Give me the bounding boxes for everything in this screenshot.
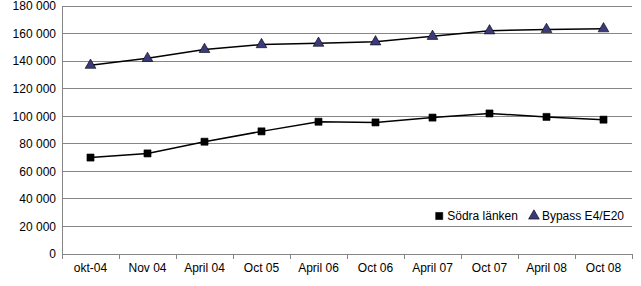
x-separator bbox=[290, 254, 291, 259]
x-tick: Oct 07 bbox=[472, 254, 508, 275]
x-separator bbox=[461, 254, 462, 259]
x-separator bbox=[233, 254, 234, 259]
x-tick: Oct 06 bbox=[358, 254, 394, 275]
series bbox=[87, 110, 607, 161]
series-marker bbox=[598, 23, 609, 32]
legend-label: Södra länken bbox=[447, 209, 518, 223]
x-separator bbox=[119, 254, 120, 259]
grid-line bbox=[62, 6, 632, 7]
series-marker bbox=[315, 118, 322, 125]
series-line bbox=[91, 113, 604, 157]
y-tick: 60 000 bbox=[19, 165, 62, 179]
y-tick: 80 000 bbox=[19, 137, 62, 151]
series bbox=[85, 23, 609, 69]
x-axis: okt-04 Nov 04 April 04 Oct 05 April 06 Oct 06… bbox=[62, 254, 633, 275]
marks bbox=[85, 23, 609, 162]
legend-symbol bbox=[529, 210, 540, 219]
y-tick: 0 bbox=[49, 247, 62, 261]
grid-line bbox=[62, 226, 632, 227]
legend-item: Södra länken bbox=[436, 209, 518, 223]
series-marker bbox=[541, 23, 552, 32]
series-marker bbox=[600, 116, 607, 123]
x-tick-label: April 07 bbox=[412, 261, 453, 275]
series-marker bbox=[484, 25, 495, 34]
grid-line bbox=[62, 88, 632, 89]
y-tick-label: 40 000 bbox=[19, 192, 56, 206]
series-marker bbox=[256, 38, 267, 47]
chart: 0 20 000 40 000 60 000 80 000 100 000 120 000 1… bbox=[0, 0, 641, 286]
series-marker bbox=[543, 113, 550, 120]
y-tick: 40 000 bbox=[19, 192, 62, 206]
grid bbox=[62, 6, 632, 254]
series-marker bbox=[85, 59, 96, 68]
series-marker bbox=[201, 138, 208, 145]
x-tick: April 08 bbox=[526, 254, 567, 275]
y-tick-label: 160 000 bbox=[13, 27, 57, 41]
x-separator bbox=[404, 254, 405, 259]
y-tick-label: 20 000 bbox=[19, 220, 56, 234]
series-marker bbox=[313, 37, 324, 46]
series-marker bbox=[142, 52, 153, 61]
y-tick-label: 120 000 bbox=[13, 82, 57, 96]
legend-symbol bbox=[436, 212, 443, 219]
grid-line bbox=[62, 198, 632, 199]
grid-line bbox=[62, 171, 632, 172]
x-tick: okt-04 bbox=[74, 254, 108, 275]
grid-line bbox=[62, 143, 632, 144]
x-separators bbox=[62, 254, 632, 259]
y-tick-label: 140 000 bbox=[13, 54, 57, 68]
y-tick: 20 000 bbox=[19, 220, 62, 234]
y-tick: 160 000 bbox=[13, 27, 62, 41]
x-separator bbox=[62, 254, 63, 259]
series-marker bbox=[486, 110, 493, 117]
x-separator bbox=[575, 254, 576, 259]
y-tick-label: 100 000 bbox=[13, 110, 57, 124]
y-tick-label: 80 000 bbox=[19, 137, 56, 151]
legend-item: Bypass E4/E20 bbox=[529, 209, 625, 223]
series-marker bbox=[370, 36, 381, 45]
x-tick-label: April 08 bbox=[526, 261, 567, 275]
x-tick-label: Oct 06 bbox=[358, 261, 394, 275]
series-marker bbox=[144, 150, 151, 157]
x-tick-label: Oct 08 bbox=[586, 261, 622, 275]
legend: Södra länken Bypass E4/E20 bbox=[436, 209, 625, 223]
grid-line bbox=[62, 33, 632, 34]
series-line bbox=[91, 29, 604, 66]
plot: 0 20 000 40 000 60 000 80 000 100 000 120 000 1… bbox=[13, 0, 633, 275]
x-separator bbox=[518, 254, 519, 259]
y-tick: 100 000 bbox=[13, 110, 62, 124]
y-tick: 140 000 bbox=[13, 54, 62, 68]
series-marker bbox=[87, 154, 94, 161]
y-axis: 0 20 000 40 000 60 000 80 000 100 000 120 000 1… bbox=[13, 0, 63, 261]
y-tick-label: 180 000 bbox=[13, 0, 57, 13]
y-axis-line bbox=[62, 7, 63, 255]
x-tick: April 07 bbox=[412, 254, 453, 275]
series-marker bbox=[372, 119, 379, 126]
x-tick-label: April 06 bbox=[298, 261, 339, 275]
x-tick-label: Oct 05 bbox=[244, 261, 280, 275]
series-marker bbox=[199, 43, 210, 52]
x-tick: Oct 05 bbox=[244, 254, 280, 275]
x-tick-label: April 04 bbox=[184, 261, 225, 275]
y-tick-label: 60 000 bbox=[19, 165, 56, 179]
x-tick-label: Oct 07 bbox=[472, 261, 508, 275]
y-tick: 120 000 bbox=[13, 82, 62, 96]
x-tick: April 06 bbox=[298, 254, 339, 275]
x-separator bbox=[347, 254, 348, 259]
x-tick: Oct 08 bbox=[586, 254, 622, 275]
x-tick-label: Nov 04 bbox=[128, 261, 166, 275]
x-tick-label: okt-04 bbox=[74, 261, 108, 275]
y-tick: 180 000 bbox=[13, 0, 62, 13]
series-marker bbox=[258, 128, 265, 135]
series-marker bbox=[429, 114, 436, 121]
y-tick-label: 0 bbox=[49, 247, 56, 261]
x-tick: Nov 04 bbox=[128, 254, 166, 275]
x-separator bbox=[176, 254, 177, 259]
x-tick: April 04 bbox=[184, 254, 225, 275]
series-marker bbox=[427, 30, 438, 39]
x-separator bbox=[632, 254, 633, 259]
legend-label: Bypass E4/E20 bbox=[542, 209, 624, 223]
